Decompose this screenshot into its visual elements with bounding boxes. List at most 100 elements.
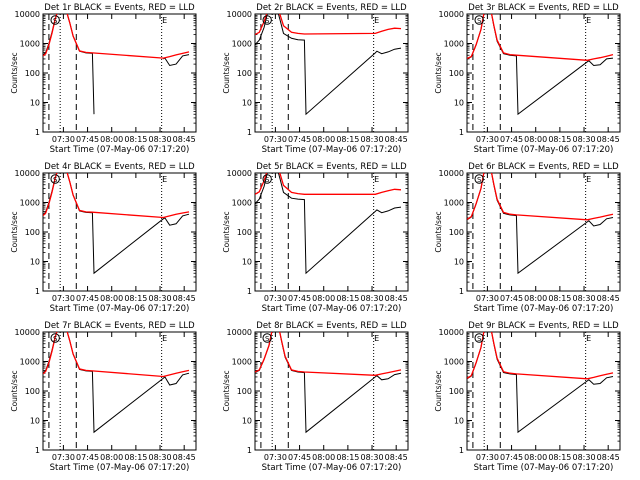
x-tick-label: 08:15 [124,294,147,303]
x-tick-label: 08:00 [524,135,547,144]
x-tick-label: 08:30 [573,135,596,144]
x-tick-label: 07:45 [288,135,311,144]
x-tick-label: 07:45 [288,294,311,303]
y-tick-label: 10000 [15,169,40,178]
x-axis-label: Start Time (07-May-06 07:17:20) [50,463,190,473]
x-tick-label: 07:45 [76,453,99,462]
y-tick-label: 100 [25,387,40,396]
x-tick-label: 08:15 [548,135,571,144]
y-tick-label: 10 [242,258,252,267]
series-events-line [255,14,402,116]
x-tick-label: 08:15 [124,135,147,144]
y-tick-label: 1000 [444,358,464,367]
plot-frame [466,331,621,451]
detector-panel-1: Det 1r BLACK = Events, RED = LLD 1 10 100 10… [10,3,197,155]
y-tick-label: 1 [459,287,464,296]
y-tick-label: 10000 [15,10,40,19]
y-tick-label: 100 [237,228,252,237]
x-tick-label: 08:15 [548,453,571,462]
x-tick-label: 07:45 [500,135,523,144]
x-tick-label: 07:30 [264,135,287,144]
y-axis-label: Counts/sec [222,211,231,252]
y-tick-label: 1 [247,128,252,137]
x-tick-label: 07:30 [476,135,499,144]
y-tick-label: 1000 [232,40,252,49]
y-tick-label: 1 [247,446,252,455]
x-tick-label: 08:00 [312,294,335,303]
detector-panel-4: Det 4r BLACK = Events, RED = LLD 1 10 100 10… [10,162,197,314]
plot-frame [42,13,197,133]
start-marker-label: S [477,335,482,343]
y-tick-label: 10 [454,258,464,267]
series-lld-line [467,14,614,61]
x-tick-label: 08:45 [173,294,196,303]
x-axis-label: Start Time (07-May-06 07:17:20) [262,304,402,314]
y-tick-label: 10 [454,99,464,108]
x-axis-label: Start Time (07-May-06 07:17:20) [474,145,614,155]
x-tick-label: 07:30 [476,453,499,462]
y-tick-label: 1000 [20,40,40,49]
y-axis-label: Counts/sec [222,370,231,411]
y-tick-label: 1 [459,446,464,455]
y-tick-label: 10 [30,417,40,426]
start-marker-circle [474,174,484,184]
x-tick-label: 07:45 [500,453,523,462]
x-axis-label: Start Time (07-May-06 07:17:20) [474,304,614,314]
y-tick-label: 1000 [232,358,252,367]
end-marker-label: E [586,334,591,343]
panel-title: Det 3r BLACK = Events, RED = LLD [468,3,619,13]
y-tick-label: 10000 [227,169,252,178]
panel-title: Det 4r BLACK = Events, RED = LLD [44,162,195,172]
y-tick-label: 1000 [232,199,252,208]
x-tick-label: 08:30 [573,294,596,303]
start-marker-label: S [477,17,482,25]
x-tick-label: 08:30 [149,294,172,303]
y-tick-label: 1 [35,446,40,455]
x-tick-label: 08:00 [100,135,123,144]
x-tick-label: 07:45 [288,453,311,462]
plot-frame [254,172,409,292]
x-tick-label: 08:00 [312,453,335,462]
series-lld-line [255,14,402,36]
start-marker-label: S [477,176,482,184]
y-tick-label: 10000 [15,328,40,337]
x-tick-label: 08:15 [336,135,359,144]
end-marker-label: E [374,334,379,343]
x-tick-label: 08:45 [597,135,620,144]
x-tick-label: 08:15 [124,453,147,462]
y-tick-label: 1 [35,128,40,137]
start-marker-circle [262,15,272,25]
x-tick-label: 08:45 [385,453,408,462]
end-marker-label: E [162,334,167,343]
y-tick-label: 10000 [439,10,464,19]
x-axis-label: Start Time (07-May-06 07:17:20) [474,463,614,473]
start-marker-label: S [53,17,58,25]
x-tick-label: 08:00 [524,453,547,462]
detector-panel-2: Det 2r BLACK = Events, RED = LLD 1 10 100 10… [222,3,409,155]
x-tick-label: 08:30 [361,294,384,303]
x-tick-label: 08:45 [597,453,620,462]
y-tick-label: 1000 [20,199,40,208]
x-tick-label: 08:00 [100,294,123,303]
plot-frame [254,13,409,133]
x-tick-label: 08:45 [173,135,196,144]
x-tick-label: 08:30 [573,453,596,462]
start-marker-label: S [265,335,270,343]
y-tick-label: 1 [35,287,40,296]
x-tick-label: 07:30 [52,135,75,144]
x-tick-label: 08:45 [597,294,620,303]
end-marker-label: E [586,16,591,25]
y-tick-label: 100 [25,228,40,237]
detector-panel-9: Det 9r BLACK = Events, RED = LLD 1 10 100 10… [434,321,621,473]
x-tick-label: 08:15 [336,453,359,462]
series-lld-line [255,332,402,376]
series-lld-line [255,173,402,195]
y-tick-label: 10 [30,258,40,267]
x-tick-label: 08:45 [385,135,408,144]
x-tick-label: 08:00 [312,135,335,144]
series-lld-line [43,173,190,219]
y-tick-label: 10000 [439,169,464,178]
y-tick-label: 100 [25,69,40,78]
y-axis-label: Counts/sec [10,370,19,411]
y-tick-label: 1000 [444,40,464,49]
